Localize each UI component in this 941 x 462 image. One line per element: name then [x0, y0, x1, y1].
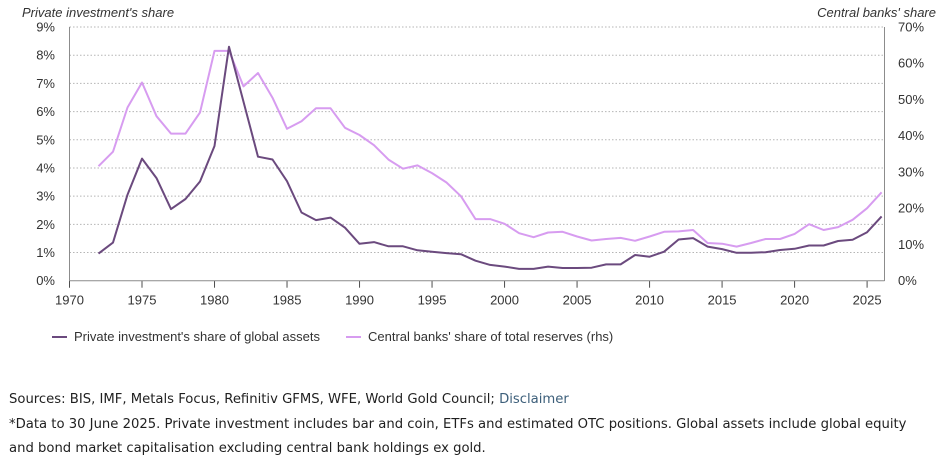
y-left-axis-title: Private investment's share	[22, 5, 174, 20]
x-tick-label: 2005	[563, 293, 592, 308]
x-axis-ticks: 1970 1975 1980 1985 1990 1995 2000 2005 2010 2015…	[55, 280, 882, 308]
sources-line: Sources: BIS, IMF, Metals Focus, Refinit…	[9, 388, 934, 413]
x-tick-label: 1970	[55, 293, 84, 308]
y-left-tick-label: 3%	[36, 189, 55, 204]
y-left-tick-label: 2%	[36, 217, 55, 232]
y-right-tick-label: 50%	[898, 92, 924, 107]
y-right-tick-label: 10%	[898, 237, 924, 252]
y-right-tick-labels: 0% 10% 20% 30% 40% 50% 60% 70%	[898, 20, 924, 289]
y-left-tick-label: 0%	[36, 273, 55, 288]
y-left-tick-label: 6%	[36, 104, 55, 119]
y-right-tick-label: 60%	[898, 56, 924, 71]
y-left-tick-label: 7%	[36, 76, 55, 91]
y-right-axis-title: Central banks' share	[817, 5, 936, 20]
x-tick-label: 1975	[128, 293, 157, 308]
x-tick-label: 2020	[780, 293, 809, 308]
series-line-central-banks	[97, 49, 883, 248]
x-tick-label: 1990	[345, 293, 374, 308]
y-right-tick-label: 0%	[898, 273, 917, 288]
y-right-tick-label: 30%	[898, 164, 924, 179]
y-left-tick-labels: 0% 1% 2% 3% 4% 5% 6% 7% 8% 9%	[36, 20, 55, 289]
legend-label-private: Private investment's share of global ass…	[74, 329, 320, 344]
gridlines	[69, 26, 885, 254]
y-right-tick-label: 40%	[898, 128, 924, 143]
footnote: *Data to 30 June 2025. Private investmen…	[9, 416, 907, 457]
x-tick-label: 2000	[490, 293, 519, 308]
legend: Private investment's share of global ass…	[52, 329, 639, 344]
y-left-tick-label: 8%	[36, 48, 55, 63]
y-right-tick-label: 20%	[898, 201, 924, 216]
y-left-tick-label: 5%	[36, 132, 55, 147]
x-tick-label: 1985	[273, 293, 302, 308]
series-lines	[97, 45, 883, 270]
y-right-tick-label: 70%	[898, 20, 924, 35]
x-tick-label: 1995	[418, 293, 447, 308]
legend-item-private: Private investment's share of global ass…	[52, 329, 320, 344]
y-left-tick-label: 9%	[36, 20, 55, 35]
disclaimer-link[interactable]: Disclaimer	[499, 392, 569, 407]
legend-item-central-banks: Central banks' share of total reserves (…	[346, 329, 613, 344]
series-line-private-investment	[97, 45, 883, 270]
x-tick-label: 2025	[853, 293, 882, 308]
x-tick-label: 2015	[708, 293, 737, 308]
y-left-tick-label: 1%	[36, 245, 55, 260]
chart: Private investment's share Central banks…	[22, 5, 936, 308]
y-left-tick-label: 4%	[36, 160, 55, 175]
legend-swatch-private	[52, 335, 67, 338]
x-tick-label: 2010	[635, 293, 664, 308]
legend-label-central-banks: Central banks' share of total reserves (…	[368, 329, 614, 344]
legend-swatch-central-banks	[346, 335, 361, 338]
sources-text: Sources: BIS, IMF, Metals Focus, Refinit…	[9, 392, 500, 407]
x-tick-label: 1980	[200, 293, 229, 308]
footer: Sources: BIS, IMF, Metals Focus, Refinit…	[9, 388, 934, 462]
